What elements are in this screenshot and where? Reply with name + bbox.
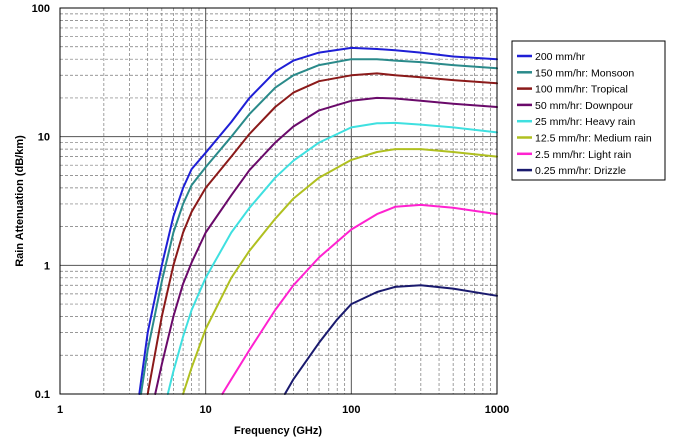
legend-label: 0.25 mm/hr: Drizzle <box>535 165 626 177</box>
legend-label: 200 mm/hr <box>535 51 586 63</box>
series-line <box>283 284 498 395</box>
series-line <box>140 58 498 395</box>
legend-label: 12.5 mm/hr: Medium rain <box>535 133 652 145</box>
series-line <box>221 203 498 395</box>
legend-label: 100 mm/hr: Tropical <box>535 84 628 96</box>
plot-area <box>60 8 497 394</box>
legend-label: 50 mm/hr: Downpour <box>535 100 634 112</box>
legend-label: 150 mm/hr: Monsoon <box>535 67 634 79</box>
minor-grid <box>60 8 497 394</box>
series-line <box>138 46 498 395</box>
y-tick-label: 100 <box>32 3 50 15</box>
x-tick-label: 1000 <box>485 404 509 416</box>
series-line <box>154 96 498 395</box>
x-tick-labels: 1 10 100 1000 <box>57 404 509 416</box>
y-axis-title: Rain Attenuation (dB/km) <box>14 135 26 267</box>
plot-frame <box>59 7 498 395</box>
y-tick-label: 1 <box>44 260 50 272</box>
series-line <box>182 148 498 395</box>
legend-box <box>511 40 666 181</box>
series-lines <box>138 46 498 395</box>
series-line <box>146 72 498 395</box>
legend-label: 25 mm/hr: Heavy rain <box>535 116 636 128</box>
legend-label: 2.5 mm/hr: Light rain <box>535 149 631 161</box>
x-tick-label: 10 <box>200 404 212 416</box>
x-axis-title: Frequency (GHz) <box>234 425 322 437</box>
y-tick-label: 0.1 <box>35 389 50 401</box>
x-tick-label: 100 <box>342 404 360 416</box>
series-line <box>166 121 498 395</box>
legend: 200 mm/hr 150 mm/hr: Monsoon 100 mm/hr: Tr… <box>511 40 666 181</box>
y-tick-label: 10 <box>38 132 50 144</box>
x-tick-label: 1 <box>57 404 63 416</box>
y-tick-labels: 0.1 1 10 100 <box>32 3 50 401</box>
